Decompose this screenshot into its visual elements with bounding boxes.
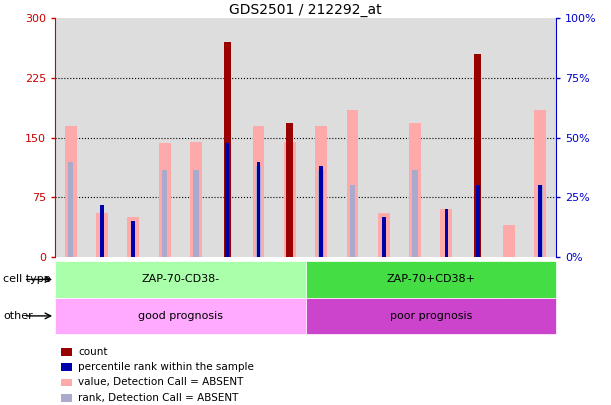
Bar xyxy=(378,213,390,257)
Bar xyxy=(476,185,480,257)
Text: ZAP-70-CD38-: ZAP-70-CD38- xyxy=(141,275,219,284)
Bar xyxy=(162,170,167,257)
Bar xyxy=(190,142,202,257)
Bar xyxy=(225,143,229,257)
Bar xyxy=(318,170,324,257)
Bar xyxy=(382,217,386,257)
Bar xyxy=(535,110,546,257)
Text: poor prognosis: poor prognosis xyxy=(390,311,472,321)
Bar xyxy=(159,143,170,257)
Text: good prognosis: good prognosis xyxy=(137,311,223,321)
Bar xyxy=(474,54,481,257)
Bar xyxy=(306,298,556,334)
Bar xyxy=(284,142,296,257)
Bar xyxy=(445,209,448,257)
Bar xyxy=(346,110,359,257)
Bar xyxy=(412,170,418,257)
Text: rank, Detection Call = ABSENT: rank, Detection Call = ABSENT xyxy=(78,393,238,403)
Bar xyxy=(55,298,306,334)
Bar xyxy=(538,185,543,257)
Bar xyxy=(257,162,260,257)
Bar xyxy=(193,170,199,257)
Bar xyxy=(287,124,293,257)
Bar xyxy=(224,42,231,257)
Bar xyxy=(96,213,108,257)
Text: percentile rank within the sample: percentile rank within the sample xyxy=(78,362,254,372)
Text: cell type: cell type xyxy=(3,275,51,284)
Bar xyxy=(252,126,265,257)
Bar xyxy=(306,261,556,298)
Bar xyxy=(409,124,421,257)
Bar xyxy=(441,209,452,257)
Bar xyxy=(315,126,327,257)
Text: count: count xyxy=(78,347,108,357)
Bar xyxy=(127,217,139,257)
Title: GDS2501 / 212292_at: GDS2501 / 212292_at xyxy=(229,3,382,17)
Bar xyxy=(131,221,135,257)
Bar xyxy=(65,126,76,257)
Bar xyxy=(100,205,104,257)
Bar xyxy=(55,261,306,298)
Bar xyxy=(538,185,542,257)
Bar xyxy=(256,166,262,257)
Bar xyxy=(287,170,293,257)
Bar xyxy=(349,185,355,257)
Bar xyxy=(68,162,73,257)
Text: other: other xyxy=(3,311,33,321)
Bar xyxy=(320,166,323,257)
Text: value, Detection Call = ABSENT: value, Detection Call = ABSENT xyxy=(78,377,244,388)
Bar xyxy=(503,225,515,257)
Text: ZAP-70+CD38+: ZAP-70+CD38+ xyxy=(386,275,475,284)
